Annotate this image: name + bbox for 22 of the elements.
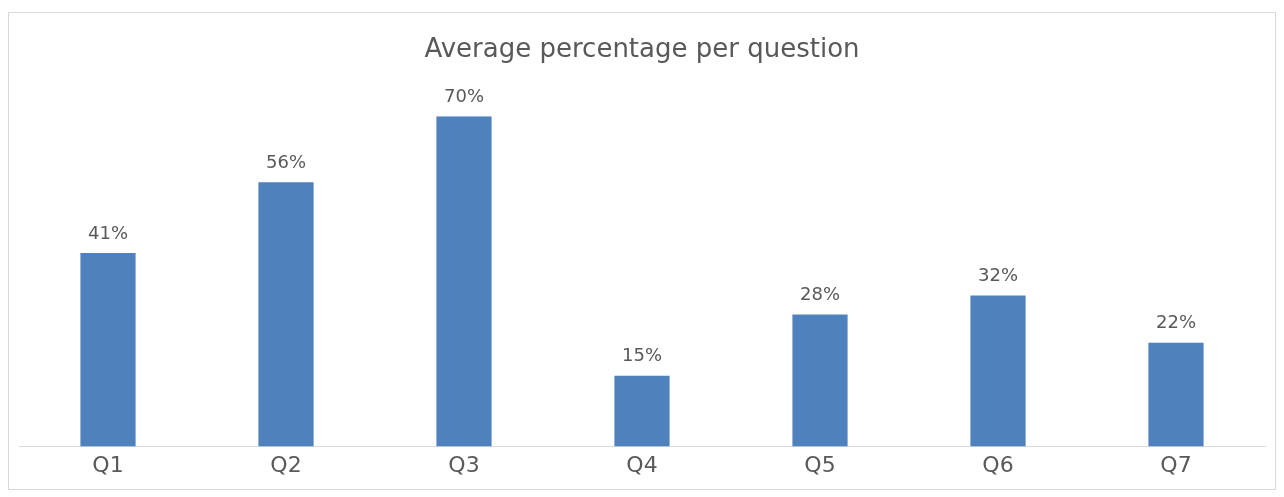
bar — [258, 182, 314, 447]
x-tick-label: Q1 — [92, 451, 124, 477]
bar — [80, 253, 136, 447]
data-label: 56% — [265, 150, 307, 172]
bar — [436, 116, 492, 447]
x-tick-label: Q6 — [982, 451, 1014, 477]
data-label: 28% — [799, 283, 841, 305]
bar — [970, 295, 1026, 447]
x-tick-label: Q2 — [270, 451, 302, 477]
x-tick-label: Q5 — [804, 451, 836, 477]
bar — [792, 314, 848, 447]
data-label: 70% — [443, 84, 485, 106]
x-tick-label: Q3 — [448, 451, 480, 477]
data-label: 41% — [87, 221, 129, 243]
data-label: 32% — [977, 264, 1019, 286]
data-label: 15% — [621, 344, 663, 366]
bar — [614, 375, 670, 447]
x-tick-label: Q4 — [626, 451, 658, 477]
x-tick-label: Q7 — [1160, 451, 1192, 477]
bar — [1148, 342, 1204, 447]
data-label: 22% — [1155, 311, 1197, 333]
chart-title: Average percentage per question — [424, 33, 860, 64]
